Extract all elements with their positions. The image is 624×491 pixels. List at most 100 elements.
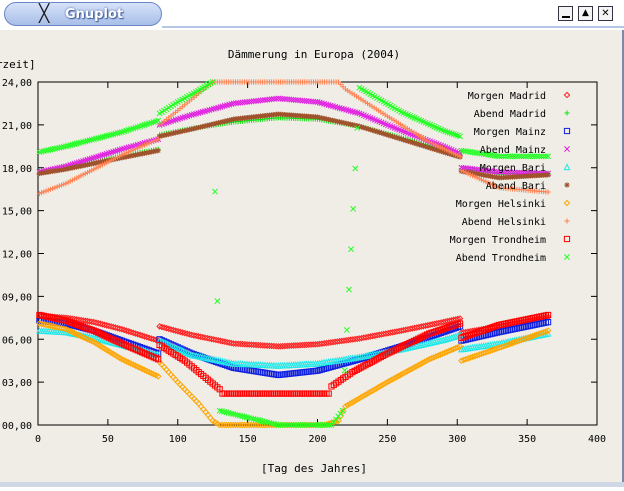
data-point xyxy=(342,403,349,410)
data-point xyxy=(348,399,356,406)
data-point xyxy=(361,125,367,131)
data-point xyxy=(395,372,402,380)
legend-marker xyxy=(563,127,571,135)
data-point xyxy=(220,119,226,125)
data-point xyxy=(315,422,322,428)
data-point xyxy=(505,169,512,176)
data-point xyxy=(168,131,174,137)
data-point xyxy=(204,411,212,419)
data-point xyxy=(330,418,338,426)
data-point xyxy=(212,336,220,344)
data-point xyxy=(112,324,119,331)
data-point xyxy=(54,145,61,152)
data-point xyxy=(82,138,89,145)
data-point xyxy=(450,333,458,340)
data-point xyxy=(403,367,411,375)
data-point xyxy=(189,126,195,132)
data-point xyxy=(81,317,89,325)
data-point xyxy=(385,132,391,138)
data-point xyxy=(191,126,197,132)
title-bar[interactable]: ╳ Gnuplot ▲ ✕ xyxy=(0,0,624,30)
data-point xyxy=(107,323,115,330)
data-point xyxy=(197,333,204,341)
data-point xyxy=(500,342,507,350)
data-point xyxy=(511,153,518,160)
data-point xyxy=(392,134,398,140)
series-abend-trondheim xyxy=(36,79,552,428)
data-point xyxy=(58,324,65,332)
data-point xyxy=(250,341,258,349)
data-point xyxy=(367,127,374,133)
data-point xyxy=(293,422,300,428)
data-point xyxy=(73,140,80,147)
data-point xyxy=(411,140,418,146)
legend-entry-label: Morgen Madrid xyxy=(468,91,546,102)
data-point xyxy=(326,422,333,428)
data-point xyxy=(502,169,509,176)
data-point xyxy=(335,79,342,85)
data-point xyxy=(135,145,141,151)
data-point xyxy=(545,189,551,195)
data-point xyxy=(484,348,492,355)
data-point xyxy=(313,422,319,428)
data-point xyxy=(214,337,222,344)
data-point xyxy=(416,141,422,148)
y-tick-label: 24,00 xyxy=(2,78,32,89)
data-point xyxy=(155,356,162,363)
data-point xyxy=(509,169,516,176)
data-point xyxy=(357,394,365,401)
data-point xyxy=(49,323,56,330)
data-point xyxy=(222,118,228,124)
data-point xyxy=(370,127,376,133)
data-point xyxy=(441,349,448,357)
data-point xyxy=(444,150,451,156)
data-point xyxy=(324,422,331,428)
data-point xyxy=(527,153,534,160)
data-point xyxy=(475,351,483,358)
data-point xyxy=(365,126,371,132)
data-point xyxy=(230,340,237,347)
data-point xyxy=(224,118,230,124)
data-point xyxy=(44,322,52,329)
data-point xyxy=(99,134,106,140)
data-point xyxy=(341,367,348,374)
data-point xyxy=(522,335,530,342)
data-point xyxy=(473,352,481,359)
x-tick-label: 150 xyxy=(239,434,257,445)
data-point xyxy=(105,322,113,330)
data-point xyxy=(159,133,165,139)
data-point xyxy=(436,351,444,358)
data-point xyxy=(504,341,512,349)
data-point xyxy=(155,117,162,124)
data-point xyxy=(195,124,201,131)
data-point xyxy=(238,421,246,429)
data-point xyxy=(443,348,451,356)
data-point xyxy=(116,325,124,333)
data-point xyxy=(377,382,385,390)
data-point xyxy=(425,355,433,363)
data-point xyxy=(234,340,242,348)
data-point xyxy=(43,147,49,154)
data-point xyxy=(511,339,519,346)
data-point xyxy=(282,422,288,428)
minimize-button[interactable] xyxy=(558,6,573,21)
x-tick-label: 50 xyxy=(102,434,114,445)
data-point xyxy=(509,153,516,160)
title-tab[interactable]: ╳ Gnuplot xyxy=(4,2,162,26)
data-point xyxy=(195,333,202,340)
data-point xyxy=(146,140,152,146)
data-point xyxy=(425,144,431,150)
data-point xyxy=(531,332,539,339)
data-point xyxy=(544,319,552,326)
data-point xyxy=(206,122,212,128)
maximize-button[interactable]: ▲ xyxy=(578,6,593,21)
data-point xyxy=(132,146,139,152)
data-point xyxy=(363,125,369,131)
data-point xyxy=(348,246,354,253)
data-point xyxy=(394,135,400,141)
data-point xyxy=(339,407,347,415)
close-button[interactable]: ✕ xyxy=(598,6,613,21)
window-title: Gnuplot xyxy=(65,7,124,22)
data-point xyxy=(368,387,376,395)
data-point xyxy=(345,286,352,293)
